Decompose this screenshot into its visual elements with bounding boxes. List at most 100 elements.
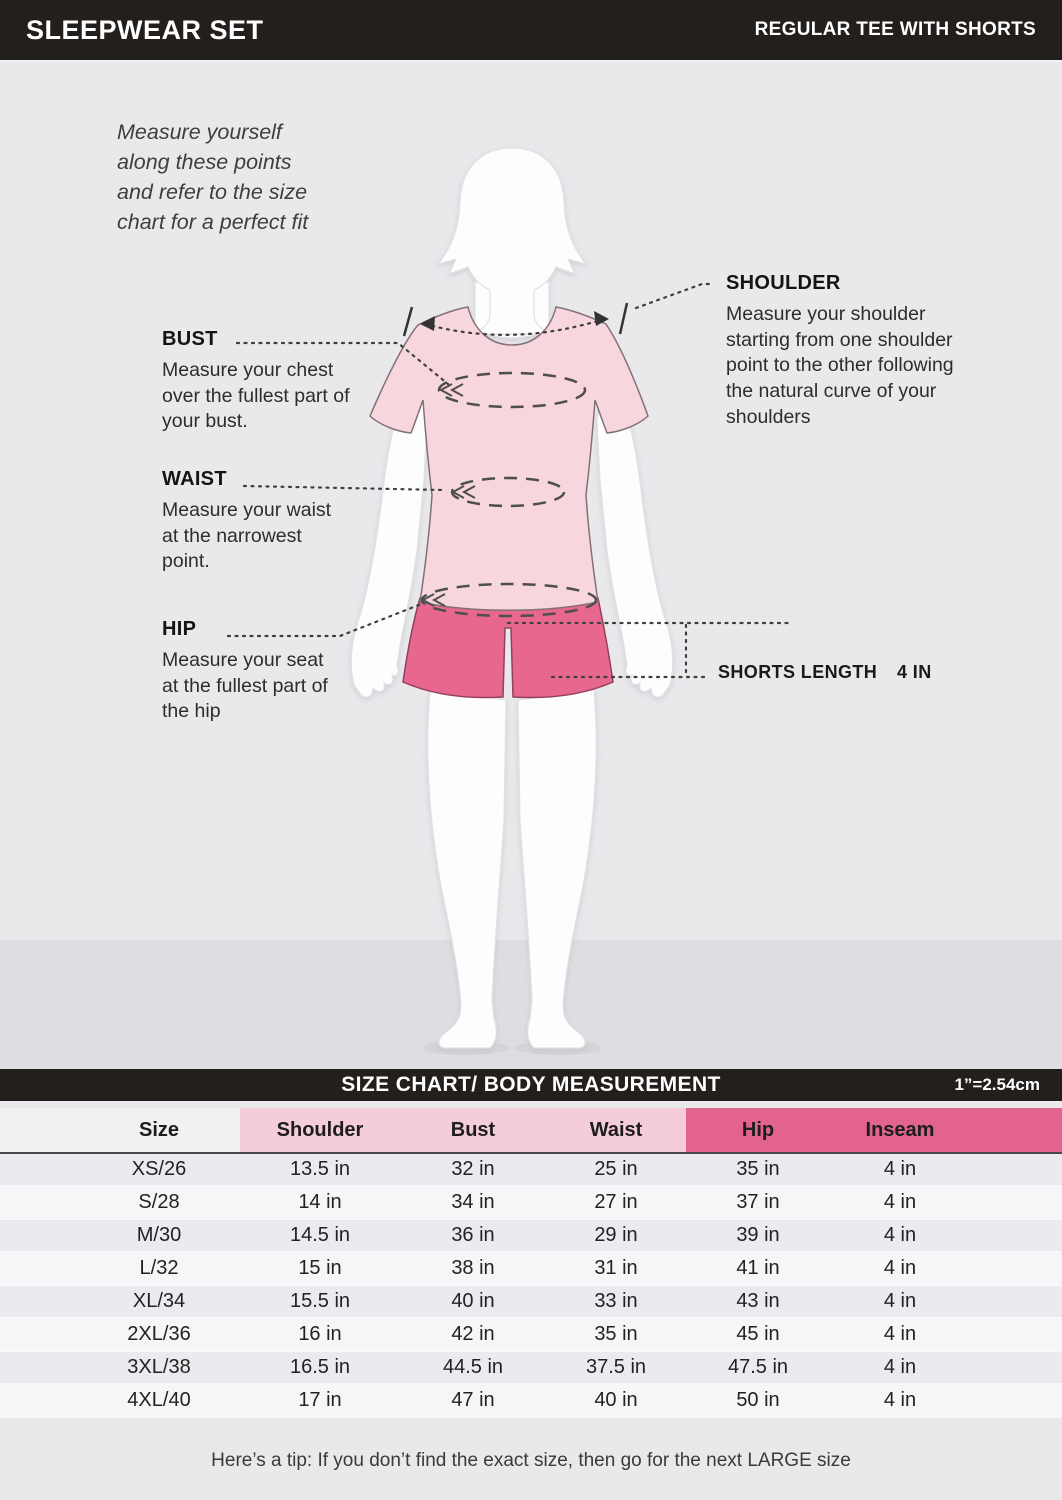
size-cell: XL/34 <box>132 1290 186 1312</box>
hip-description: Measure your seat at the fullest part of… <box>162 649 328 723</box>
bust-description: Measure your chest over the fullest part… <box>162 359 350 433</box>
value-cell: 33 in <box>594 1290 638 1312</box>
value-cell: 41 in <box>736 1257 780 1279</box>
product-title: SLEEPWEAR SET <box>26 14 264 45</box>
footer-tip: Here’s a tip: If you don’t find the exac… <box>211 1450 851 1471</box>
column-header-inseam: Inseam <box>830 1108 1062 1152</box>
intro-text: Measure yourself along these points and … <box>117 120 309 235</box>
tee-garment <box>369 306 649 611</box>
bust-label: BUST <box>162 328 218 350</box>
value-cell: 4 in <box>883 1257 917 1279</box>
size-chart-header-bar: SIZE CHART/ BODY MEASUREMENT 1”=2.54cm <box>0 1069 1062 1101</box>
value-cell: 37 in <box>736 1191 780 1213</box>
value-cell: 4 in <box>883 1191 917 1213</box>
value-cell: 27 in <box>594 1191 638 1213</box>
value-cell: 16.5 in <box>289 1356 351 1378</box>
value-cell: 4 in <box>883 1290 917 1312</box>
value-cell: 31 in <box>594 1257 638 1279</box>
shorts-length-annotation: SHORTS LENGTH 4 IN <box>718 662 998 683</box>
value-cell: 44.5 in <box>442 1356 504 1378</box>
value-cell: 32 in <box>451 1158 495 1180</box>
table-row: 4XL/40 17 in 47 in 40 in 50 in 4 in <box>0 1385 1062 1418</box>
value-cell: 45 in <box>736 1323 780 1345</box>
table-row: XS/26 13.5 in 32 in 25 in 35 in 4 in <box>0 1154 1062 1187</box>
unit-conversion-note: 1”=2.54cm <box>954 1075 1040 1094</box>
size-cell: 2XL/36 <box>127 1323 191 1345</box>
value-cell: 47 in <box>451 1389 495 1411</box>
product-subtitle: REGULAR TEE WITH SHORTS <box>754 19 1036 40</box>
column-header-shoulder: Shoulder <box>240 1108 400 1152</box>
shorts-length-value: 4 IN <box>897 662 932 682</box>
body-silhouette <box>350 147 674 1049</box>
size-cell: 4XL/40 <box>127 1389 191 1411</box>
left-arm <box>350 368 428 698</box>
value-cell: 42 in <box>451 1323 495 1345</box>
right-leg <box>517 689 597 1049</box>
value-cell: 4 in <box>883 1224 917 1246</box>
table-row: M/30 14.5 in 36 in 29 in 39 in 4 in <box>0 1220 1062 1253</box>
shoulder-annotation: SHOULDER Measure your shoulder starting … <box>726 272 981 431</box>
value-cell: 17 in <box>298 1389 342 1411</box>
shorts-garment <box>402 597 614 699</box>
value-cell: 36 in <box>451 1224 495 1246</box>
body-figure-illustration <box>0 147 1062 1069</box>
value-cell: 37.5 in <box>585 1356 647 1378</box>
shoulder-description: Measure your shoulder starting from one … <box>726 303 954 428</box>
top-header-bar: SLEEPWEAR SET REGULAR TEE WITH SHORTS <box>0 0 1062 60</box>
value-cell: 34 in <box>451 1191 495 1213</box>
value-cell: 14.5 in <box>289 1224 351 1246</box>
value-cell: 43 in <box>736 1290 780 1312</box>
shoulder-label: SHOULDER <box>726 272 841 294</box>
waist-label: WAIST <box>162 468 227 490</box>
table-row: L/32 15 in 38 in 31 in 41 in 4 in <box>0 1253 1062 1286</box>
value-cell: 40 in <box>451 1290 495 1312</box>
table-row: 2XL/36 16 in 42 in 35 in 45 in 4 in <box>0 1319 1062 1352</box>
hip-label: HIP <box>162 618 197 640</box>
value-cell: 4 in <box>883 1356 917 1378</box>
column-header-size: Size <box>0 1108 240 1152</box>
shoulder-measure-ticks <box>402 302 629 337</box>
shoulder-measure-arrows <box>420 311 609 331</box>
shorts-length-label: SHORTS LENGTH <box>718 662 878 682</box>
value-cell: 16 in <box>298 1323 342 1345</box>
size-cell: 3XL/38 <box>127 1356 191 1378</box>
size-cell: S/28 <box>138 1191 180 1213</box>
size-chart-title: SIZE CHART/ BODY MEASUREMENT <box>341 1073 721 1096</box>
value-cell: 50 in <box>736 1389 780 1411</box>
waist-annotation: WAIST Measure your waist at the narrowes… <box>162 468 342 575</box>
value-cell: 4 in <box>883 1323 917 1345</box>
value-cell: 4 in <box>883 1389 917 1411</box>
column-header-waist: Waist <box>546 1108 686 1152</box>
size-cell: M/30 <box>136 1224 182 1246</box>
shoulder-leader-line <box>634 282 716 310</box>
size-cell: XS/26 <box>131 1158 187 1180</box>
left-leg <box>427 689 507 1049</box>
size-table-header: Size Shoulder Bust Waist Hip Inseam <box>0 1108 1062 1152</box>
value-cell: 14 in <box>298 1191 342 1213</box>
size-cell: L/32 <box>139 1257 179 1279</box>
table-row: XL/34 15.5 in 40 in 33 in 43 in 4 in <box>0 1286 1062 1319</box>
value-cell: 4 in <box>883 1158 917 1180</box>
value-cell: 29 in <box>594 1224 638 1246</box>
hip-annotation: HIP Measure your seat at the fullest par… <box>162 618 344 725</box>
value-cell: 47.5 in <box>727 1356 789 1378</box>
measurement-diagram-section: Measure yourself along these points and … <box>0 62 1062 1069</box>
value-cell: 13.5 in <box>289 1158 351 1180</box>
value-cell: 40 in <box>594 1389 638 1411</box>
column-header-bust: Bust <box>400 1108 546 1152</box>
hip-leader-line <box>226 601 426 638</box>
value-cell: 38 in <box>451 1257 495 1279</box>
value-cell: 25 in <box>594 1158 638 1180</box>
value-cell: 15.5 in <box>289 1290 351 1312</box>
waist-description: Measure your waist at the narrowest poin… <box>162 499 332 573</box>
ellipse-chevrons <box>420 383 476 607</box>
size-chart-section: SIZE CHART/ BODY MEASUREMENT 1”=2.54cm S… <box>0 1069 1062 1500</box>
right-arm <box>596 368 674 698</box>
waist-leader-line <box>242 484 446 492</box>
bust-leader-line <box>235 341 450 386</box>
leader-lines <box>226 282 790 679</box>
value-cell: 39 in <box>736 1224 780 1246</box>
bust-annotation: BUST Measure your chest over the fullest… <box>162 328 367 435</box>
head-and-hair <box>436 147 588 335</box>
